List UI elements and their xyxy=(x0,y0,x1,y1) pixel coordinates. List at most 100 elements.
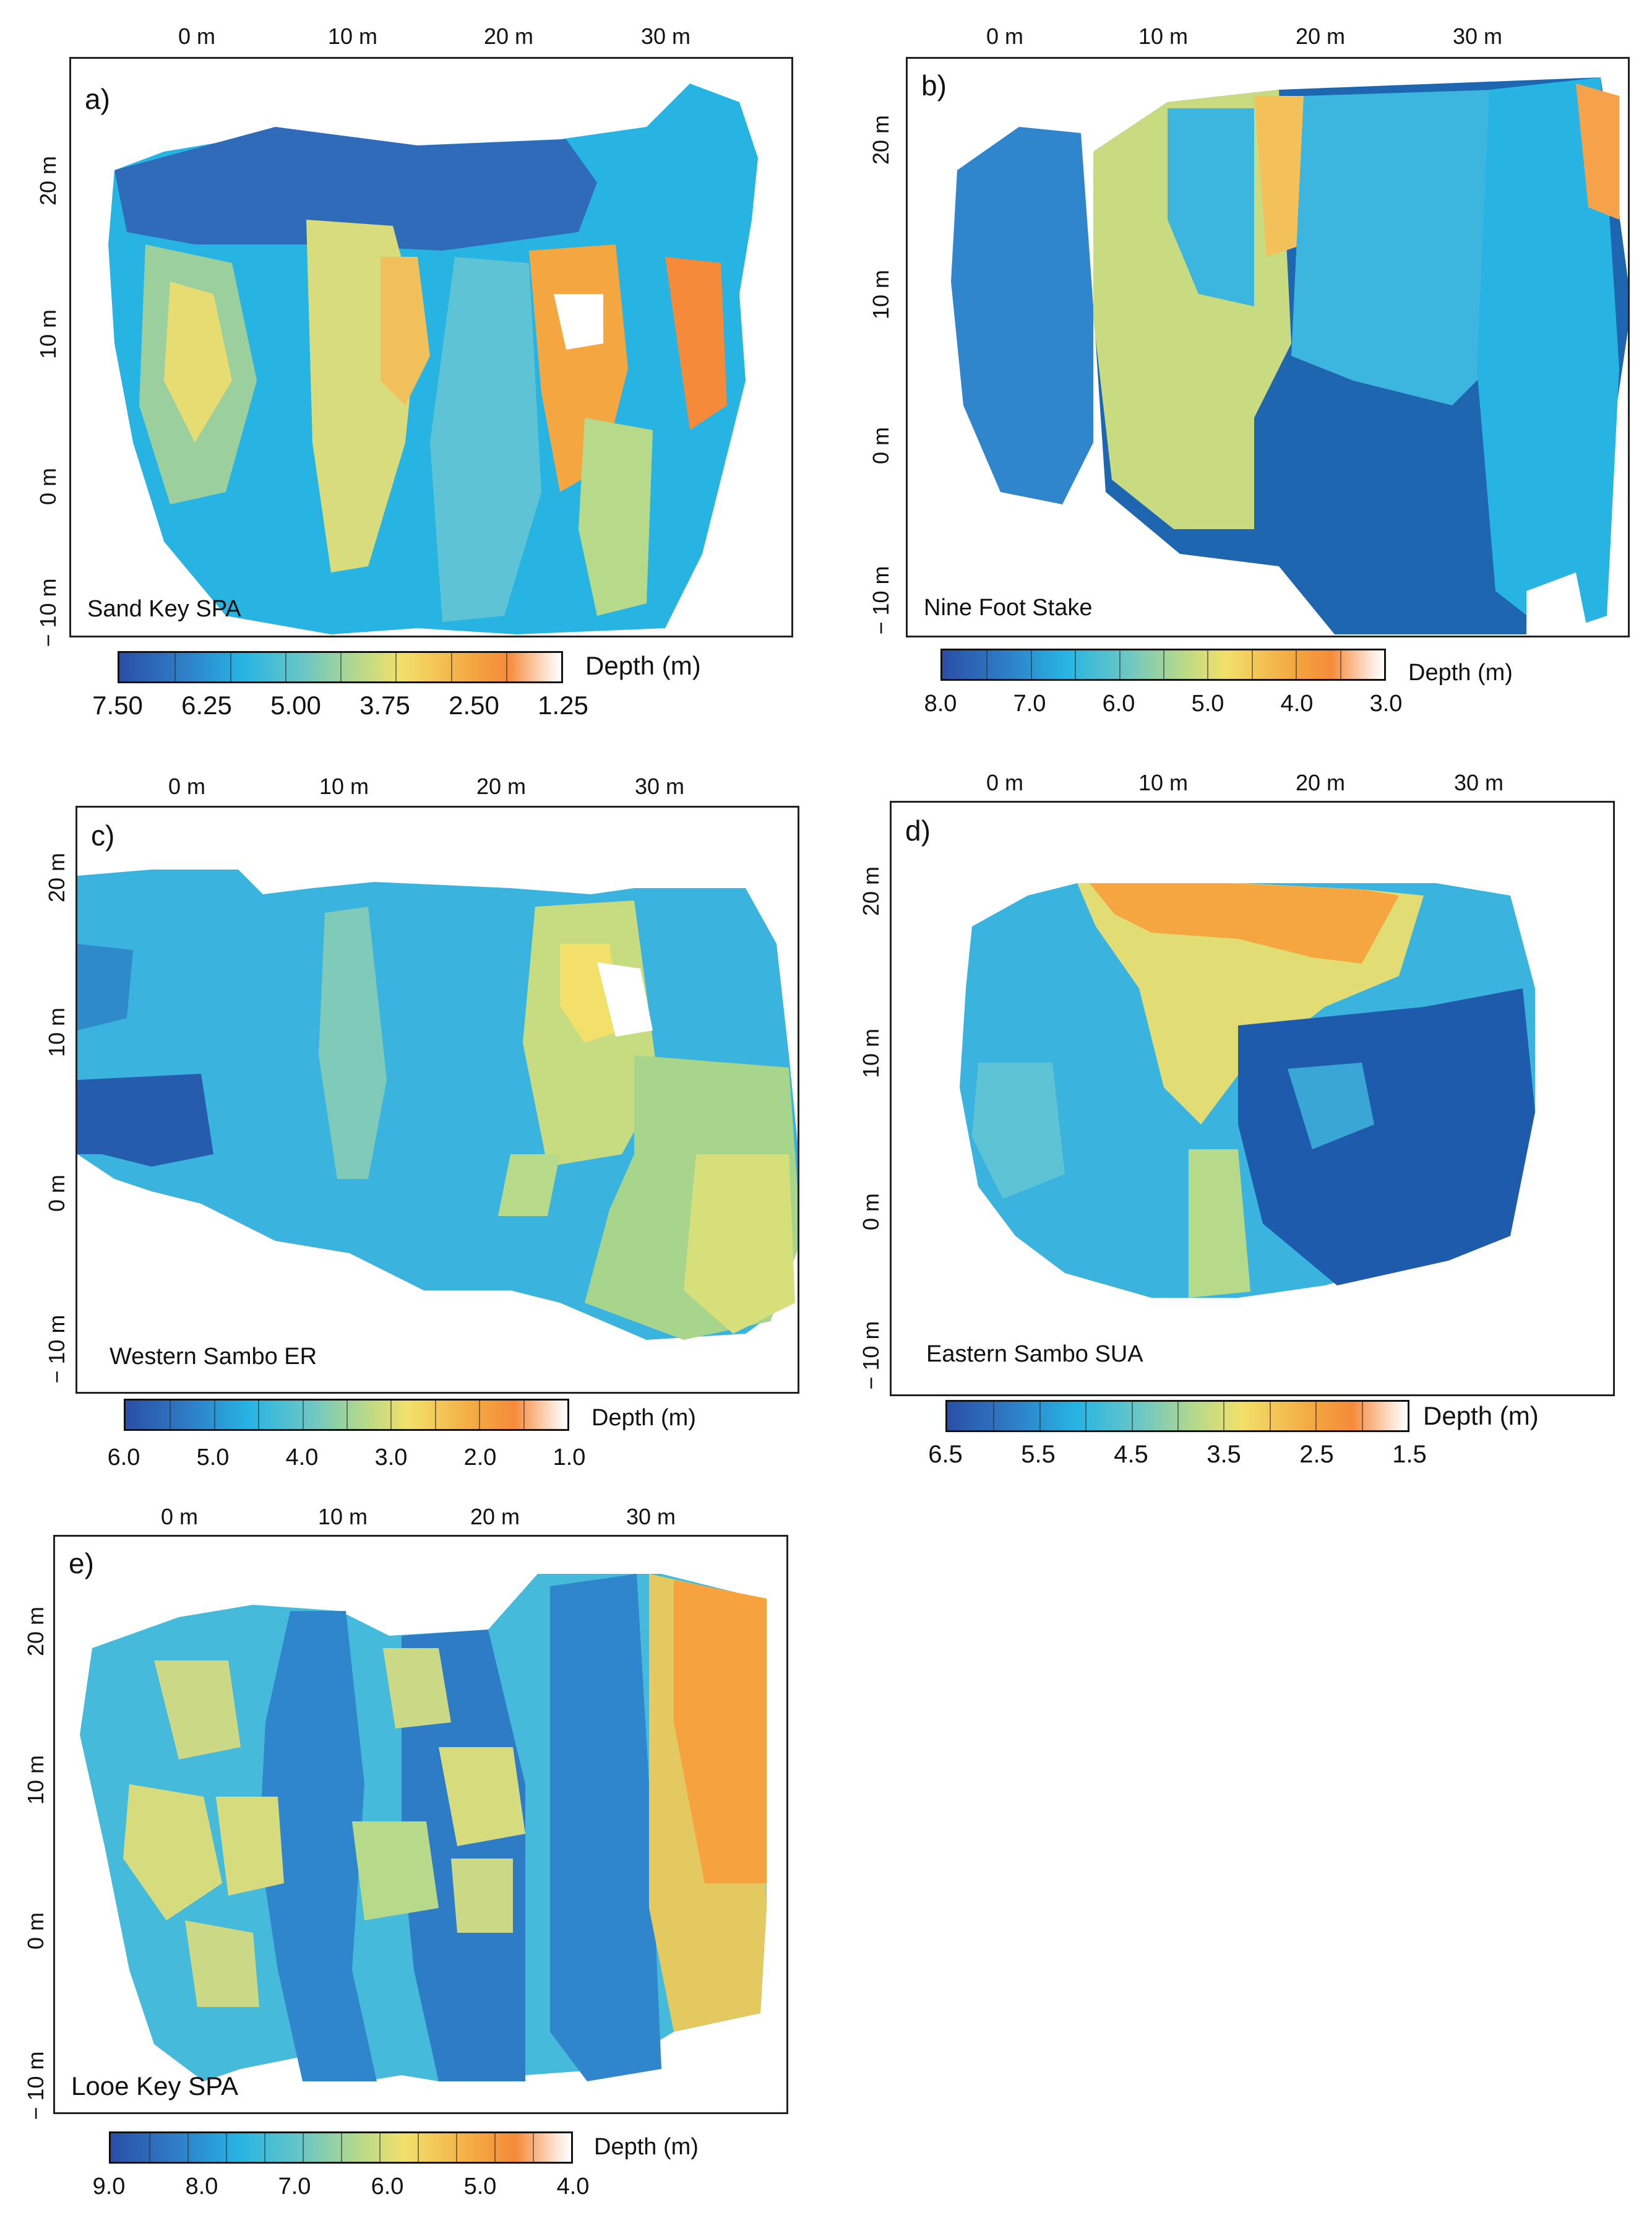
y-tick-10: 10 m xyxy=(868,269,893,320)
y-tick-0: 0 m xyxy=(35,467,61,506)
colorbar-c xyxy=(124,1399,569,1431)
colorbar-tick: 7.0 xyxy=(278,2174,311,2200)
panel-label-c: c) xyxy=(91,819,115,852)
colorbar-segment xyxy=(993,1402,995,1430)
x-tick-30: 30 m xyxy=(634,774,685,799)
colorbar-tick: 4.0 xyxy=(556,2174,590,2200)
colorbar-tick: 5.00 xyxy=(270,691,321,720)
map-frame-c: c) Western Sambo ER xyxy=(75,806,799,1394)
y-tick-10: 10 m xyxy=(35,309,61,360)
y-tick-20: 20 m xyxy=(35,155,61,206)
colorbar-segment xyxy=(986,650,988,679)
colorbar-tick: 2.5 xyxy=(1299,1441,1334,1468)
colorbar-tick: 3.0 xyxy=(1369,691,1403,717)
colorbar-segment xyxy=(1361,1402,1363,1430)
x-tick-10: 10 m xyxy=(319,774,369,799)
colorbar-segment xyxy=(1269,1402,1271,1430)
colorbar-segment xyxy=(302,2133,304,2162)
colorbar-tick: 3.0 xyxy=(374,1444,408,1470)
y-tick-10: 10 m xyxy=(44,1007,69,1058)
colorbar-e xyxy=(109,2131,573,2164)
colorbar-tick: 9.0 xyxy=(92,2174,126,2200)
bathymetry-map-d xyxy=(960,883,1535,1298)
y-tick-10: 10 m xyxy=(858,1028,884,1079)
colorbar-title-a: Depth (m) xyxy=(585,651,701,680)
colorbar-segment xyxy=(505,653,507,681)
colorbar-segment xyxy=(213,1401,215,1429)
colorbar-tick: 3.75 xyxy=(359,691,410,720)
y-tick-10: 10 m xyxy=(23,1755,48,1805)
x-tick-0: 0 m xyxy=(178,24,216,49)
colorbar-segment xyxy=(1207,650,1209,679)
x-tick-30: 30 m xyxy=(626,1504,676,1529)
colorbar-tick: 4.0 xyxy=(285,1444,319,1470)
colorbar-segment xyxy=(1085,1402,1087,1430)
colorbar-segment xyxy=(1131,1402,1133,1430)
colorbar-segment xyxy=(1223,1402,1225,1430)
colorbar-segment xyxy=(1030,650,1032,679)
colorbar-tick: 6.25 xyxy=(181,691,232,720)
colorbar-tick: 8.0 xyxy=(924,691,957,717)
x-tick-30: 30 m xyxy=(1452,24,1503,49)
colorbar-segment xyxy=(1177,1402,1179,1430)
x-tick-20: 20 m xyxy=(1295,24,1346,49)
colorbar-tick: 8.0 xyxy=(185,2174,218,2200)
colorbar-tick: 5.0 xyxy=(463,2174,497,2200)
site-name-d: Eastern Sambo SUA xyxy=(926,1341,1143,1367)
colorbar-segment xyxy=(390,1401,392,1429)
colorbar-segment xyxy=(302,1401,304,1429)
colorbar-tick: 1.25 xyxy=(538,691,588,720)
colorbar-segment xyxy=(532,2133,534,2162)
y-tick-neg10: − 10 m xyxy=(44,1315,69,1384)
x-tick-0: 0 m xyxy=(986,770,1024,795)
y-tick-0: 0 m xyxy=(858,1193,884,1231)
colorbar-segment xyxy=(479,1401,481,1429)
y-tick-20: 20 m xyxy=(868,114,893,165)
colorbar-segment xyxy=(264,2133,265,2162)
x-tick-30: 30 m xyxy=(1453,770,1504,795)
colorbar-tick: 5.0 xyxy=(1191,691,1224,717)
colorbar-segment xyxy=(494,2133,496,2162)
y-tick-20: 20 m xyxy=(44,852,69,903)
x-tick-10: 10 m xyxy=(317,1504,368,1529)
y-tick-0: 0 m xyxy=(23,1912,48,1950)
colorbar-segment xyxy=(395,653,397,681)
y-tick-neg10: − 10 m xyxy=(858,1321,884,1390)
colorbar-tick: 6.5 xyxy=(928,1441,963,1468)
colorbar-segment xyxy=(1340,650,1341,679)
colorbar-segment xyxy=(1296,650,1297,679)
x-tick-10: 10 m xyxy=(1138,770,1189,795)
colorbar-segment xyxy=(258,1401,260,1429)
x-tick-20: 20 m xyxy=(483,24,534,49)
colorbar-segment xyxy=(1315,1402,1317,1430)
y-tick-0: 0 m xyxy=(44,1174,69,1212)
y-tick-20: 20 m xyxy=(858,866,884,917)
site-name-e: Looe Key SPA xyxy=(71,2071,239,2101)
x-tick-20: 20 m xyxy=(470,1504,520,1529)
colorbar-segment xyxy=(170,1401,171,1429)
colorbar-segment xyxy=(340,653,342,681)
x-tick-10: 10 m xyxy=(1138,24,1189,49)
colorbar-segment xyxy=(456,2133,457,2162)
colorbar-tick: 6.0 xyxy=(371,2174,404,2200)
colorbar-tick: 2.0 xyxy=(463,1444,497,1470)
colorbar-tick: 1.0 xyxy=(553,1444,586,1470)
map-frame-b: b) Nine Foot Stake xyxy=(906,57,1630,637)
colorbar-segment xyxy=(523,1401,525,1429)
colorbar-title-c: Depth (m) xyxy=(592,1405,696,1431)
colorbar-segment xyxy=(379,2133,381,2162)
colorbar-b xyxy=(940,649,1386,681)
colorbar-a xyxy=(118,651,563,683)
colorbar-tick: 1.5 xyxy=(1392,1441,1427,1468)
colorbar-segment xyxy=(1251,650,1253,679)
x-tick-20: 20 m xyxy=(476,774,527,799)
colorbar-tick: 4.5 xyxy=(1114,1441,1148,1468)
y-tick-neg10: − 10 m xyxy=(23,2051,48,2120)
colorbar-segment xyxy=(1163,650,1164,679)
colorbar-tick: 3.5 xyxy=(1207,1441,1241,1468)
bathymetry-map-c xyxy=(77,870,798,1340)
colorbar-tick: 7.50 xyxy=(92,691,143,720)
x-tick-20: 20 m xyxy=(1295,770,1346,795)
site-name-a: Sand Key SPA xyxy=(87,596,241,622)
colorbar-segment xyxy=(148,2133,150,2162)
